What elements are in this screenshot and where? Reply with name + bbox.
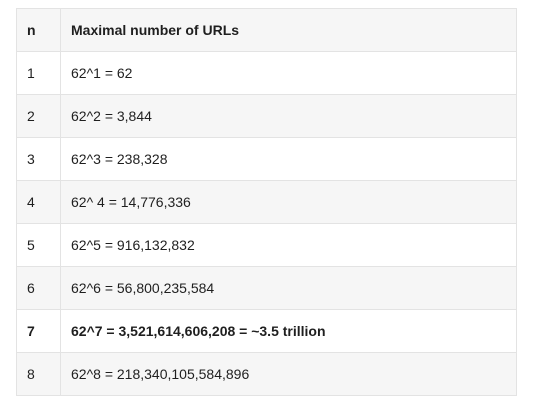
cell-n: 5 — [16, 223, 61, 267]
header-n: n — [16, 8, 61, 52]
cell-n: 3 — [16, 137, 61, 181]
cell-max-urls: 62^1 = 62 — [60, 51, 517, 95]
cell-n: 1 — [16, 51, 61, 95]
cell-n: 2 — [16, 94, 61, 138]
url-capacity-table: n Maximal number of URLs 1 62^1 = 62 2 6… — [16, 8, 517, 396]
cell-n: 6 — [16, 266, 61, 310]
cell-max-urls: 62^8 = 218,340,105,584,896 — [60, 352, 517, 396]
cell-max-urls: 62^5 = 916,132,832 — [60, 223, 517, 267]
table-row: 3 62^3 = 238,328 — [16, 137, 517, 181]
url-capacity-table-container: n Maximal number of URLs 1 62^1 = 62 2 6… — [16, 8, 517, 396]
cell-max-urls: 62^6 = 56,800,235,584 — [60, 266, 517, 310]
table-row: 4 62^ 4 = 14,776,336 — [16, 180, 517, 224]
cell-max-urls: 62^2 = 3,844 — [60, 94, 517, 138]
cell-max-urls: 62^3 = 238,328 — [60, 137, 517, 181]
cell-max-urls: 62^7 = 3,521,614,606,208 = ~3.5 trillion — [60, 309, 517, 353]
cell-max-urls: 62^ 4 = 14,776,336 — [60, 180, 517, 224]
cell-n: 4 — [16, 180, 61, 224]
table-row: 2 62^2 = 3,844 — [16, 94, 517, 138]
table-row-highlighted: 7 62^7 = 3,521,614,606,208 = ~3.5 trilli… — [16, 309, 517, 353]
table-header-row: n Maximal number of URLs — [16, 8, 517, 52]
table-row: 8 62^8 = 218,340,105,584,896 — [16, 352, 517, 396]
cell-n: 8 — [16, 352, 61, 396]
table-row: 1 62^1 = 62 — [16, 51, 517, 95]
table-row: 5 62^5 = 916,132,832 — [16, 223, 517, 267]
header-max-urls: Maximal number of URLs — [60, 8, 517, 52]
table-row: 6 62^6 = 56,800,235,584 — [16, 266, 517, 310]
cell-n: 7 — [16, 309, 61, 353]
